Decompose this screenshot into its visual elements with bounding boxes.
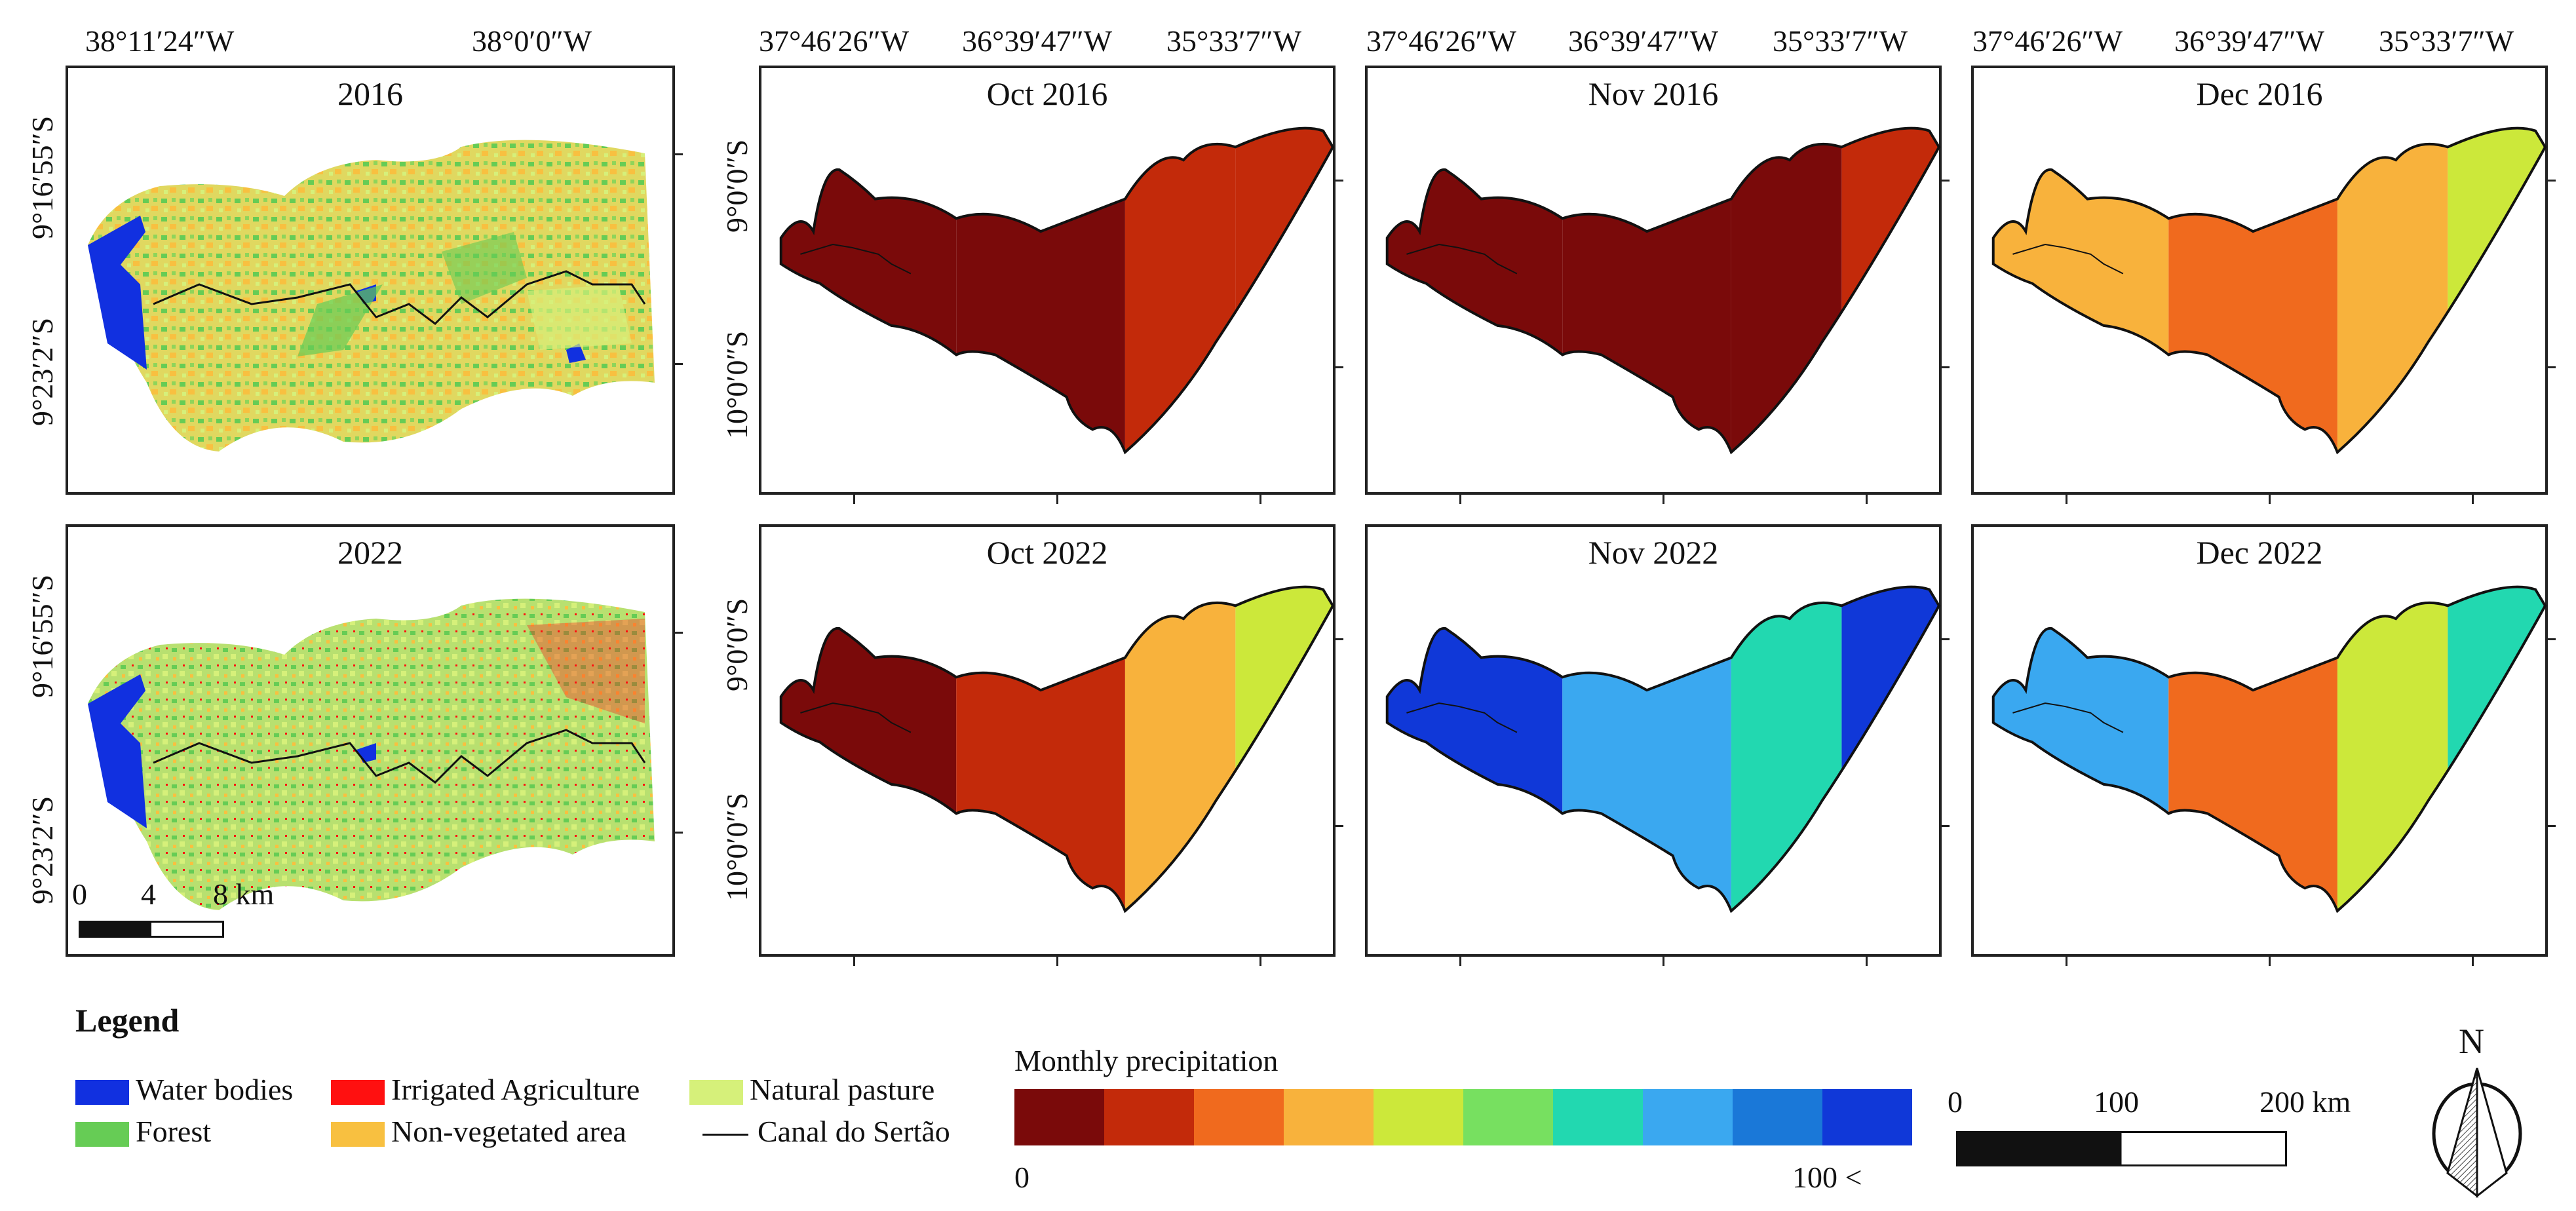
lat-label-bot-1: 9°16′55″S [26, 574, 59, 698]
precip-title-3: Dec 2016 [2196, 75, 2323, 112]
lon-label-col2-b: 36°39′47″W [1568, 24, 1719, 58]
landcover-map-2022 [88, 598, 655, 910]
precip-colorbar [1014, 1089, 1912, 1145]
precip-title-4: Oct 2022 [986, 534, 1108, 571]
precip-panel-4: Oct 2022 [759, 524, 1343, 966]
legend-irrigated-label: Irrigated Agriculture [391, 1073, 640, 1106]
precip-title-2: Nov 2016 [1588, 75, 1719, 112]
north-label: N [2459, 1022, 2484, 1061]
legend-forest-label: Forest [136, 1115, 211, 1148]
scalebar-small-label-0: 0 [72, 877, 87, 911]
colorbar-class-4 [1284, 1089, 1374, 1145]
scalebar-small-label-4: 4 [141, 877, 156, 911]
precip-min-label: 0 [1014, 1161, 1029, 1194]
landcover-map-2016 [88, 140, 655, 452]
lon-label-col3-c: 35°33′7″W [2379, 24, 2514, 58]
legend-water-bodies: Water bodies [75, 1072, 293, 1107]
lat-label-top-2: 9°23′2″S [26, 317, 59, 426]
scalebar-large-label-200: 200 km [2259, 1085, 2351, 1119]
landcover-panel-2016: 2016 [66, 66, 683, 495]
colorbar-class-9 [1733, 1089, 1822, 1145]
lon-label-col2-a: 37°46′26″W [1366, 24, 1517, 58]
precip-map-1 [779, 126, 1335, 455]
legend-pasture: Natural pasture [689, 1072, 934, 1107]
lat-label-top-1: 9°16′55″S [26, 115, 59, 239]
lon-label-col2-c: 35°33′7″W [1773, 24, 1908, 58]
lon-label-col3-a: 37°46′26″W [1972, 24, 2123, 58]
precip-title-1: Oct 2016 [986, 75, 1108, 112]
scalebar-large-label-0: 0 [1948, 1085, 1963, 1119]
colorbar-class-10 [1822, 1089, 1912, 1145]
lat-r-bot-1: 9°0′0″S [720, 598, 754, 691]
lat-r-bot-2: 10°0′0″S [720, 792, 754, 901]
pasture-swatch [689, 1080, 743, 1105]
colorbar-class-3 [1194, 1089, 1284, 1145]
lon-label-col1-c: 35°33′7″W [1166, 24, 1302, 58]
nonveg-swatch [331, 1122, 385, 1147]
precip-map-2 [1385, 126, 1941, 455]
water-bodies-swatch [75, 1080, 129, 1105]
legend-title: Legend [75, 1002, 180, 1039]
lon-label-col3-b: 36°39′47″W [2174, 24, 2325, 58]
legend-canal: Canal do Sertão [702, 1114, 950, 1149]
lon-label-left-1: 38°11′24″W [85, 24, 235, 58]
precip-map-3 [1991, 126, 2547, 455]
precip-map-5 [1385, 585, 1941, 913]
colorbar-class-2 [1104, 1089, 1194, 1145]
precip-panel-5: Nov 2022 [1365, 524, 1950, 966]
scalebar-small-label-8: 8 km [213, 877, 275, 911]
precip-panel-2: Nov 2016 [1365, 66, 1950, 504]
precip-map-6 [1991, 585, 2547, 913]
lat-r-top-2: 10°0′0″S [720, 330, 754, 439]
precip-max-label: 100 < [1792, 1161, 1862, 1194]
precip-panel-1: Oct 2016 [759, 66, 1343, 504]
scalebar-large-label-100: 100 [2094, 1085, 2139, 1119]
colorbar-class-6 [1463, 1089, 1553, 1145]
north-arrow-icon [2432, 1067, 2522, 1199]
scalebar-small [79, 921, 224, 938]
landcover-title-2016: 2016 [337, 75, 403, 112]
legend-forest: Forest [75, 1114, 211, 1149]
canal-line-swatch [702, 1133, 748, 1136]
lon-label-col1-a: 37°46′26″W [759, 24, 910, 58]
legend-canal-label: Canal do Sertão [758, 1115, 950, 1148]
colorbar-class-8 [1643, 1089, 1733, 1145]
colorbar-class-7 [1553, 1089, 1643, 1145]
forest-swatch [75, 1122, 129, 1147]
precip-scale-title: Monthly precipitation [1014, 1044, 1278, 1077]
precip-panel-3: Dec 2016 [1971, 66, 2556, 504]
lon-label-left-2: 38°0′0″W [472, 24, 592, 58]
legend-pasture-label: Natural pasture [750, 1073, 935, 1106]
colorbar-class-1 [1014, 1089, 1104, 1145]
precip-map-4 [779, 585, 1335, 913]
lat-r-top-1: 9°0′0″S [720, 139, 754, 233]
landcover-panel-2022: 2022 [66, 524, 683, 957]
colorbar-class-5 [1374, 1089, 1463, 1145]
irrigated-swatch [331, 1080, 385, 1105]
legend-irrigated: Irrigated Agriculture [331, 1072, 640, 1107]
precip-title-5: Nov 2022 [1588, 534, 1719, 571]
legend-nonveg: Non-vegetated area [331, 1114, 626, 1149]
landcover-title-2022: 2022 [337, 534, 403, 571]
scalebar-large [1956, 1131, 2287, 1166]
lon-label-col1-b: 36°39′47″W [962, 24, 1113, 58]
legend-nonveg-label: Non-vegetated area [391, 1115, 626, 1148]
precip-title-6: Dec 2022 [2196, 534, 2323, 571]
precip-panel-6: Dec 2022 [1971, 524, 2556, 966]
lat-label-bot-2: 9°23′2″S [26, 796, 59, 904]
legend-water-label: Water bodies [136, 1073, 294, 1106]
